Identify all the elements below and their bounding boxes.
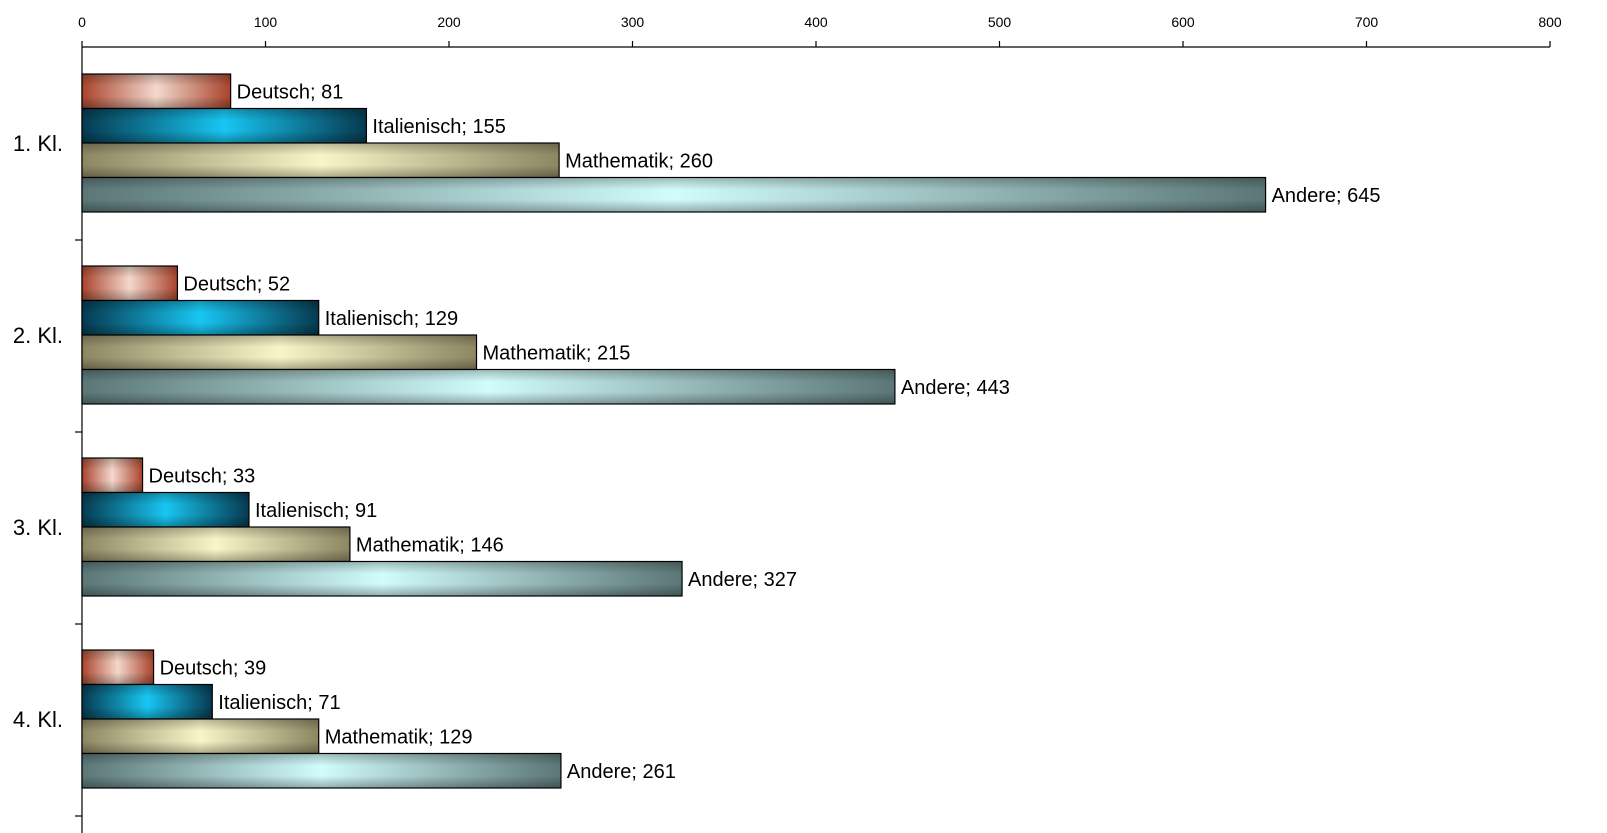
x-axis: 0 100 200 300 400 500 600 700 800 [78, 14, 1562, 48]
bar-shade [82, 753, 561, 788]
x-tick-label: 200 [437, 14, 461, 30]
data-label: Deutsch; 39 [160, 657, 267, 679]
bar-shade [82, 74, 231, 109]
bar-shade [82, 266, 178, 301]
bar-shade [82, 458, 143, 493]
data-label: Italienisch; 71 [218, 692, 340, 714]
x-tick-label: 0 [78, 14, 86, 30]
bar-shade [82, 684, 213, 719]
data-label: Italienisch; 155 [372, 116, 505, 138]
bars [81, 73, 1267, 789]
x-tick-label: 400 [804, 14, 828, 30]
data-label: Deutsch; 81 [237, 81, 344, 103]
data-label: Andere; 327 [688, 569, 797, 591]
x-tick-label: 800 [1538, 14, 1562, 30]
bar-shade [82, 527, 350, 562]
category-label: 2. Kl. [13, 323, 63, 348]
data-label: Mathematik; 129 [325, 726, 473, 748]
data-label: Mathematik; 146 [356, 534, 504, 556]
bar-shade [82, 719, 319, 754]
data-label: Andere; 261 [567, 761, 676, 783]
bar-shade [82, 561, 683, 596]
x-tick-label: 600 [1171, 14, 1195, 30]
x-tick-label: 500 [988, 14, 1012, 30]
category-axis: 1. Kl. 2. Kl. 3. Kl. 4. Kl. [13, 47, 83, 833]
data-label: Italienisch; 129 [325, 308, 458, 330]
data-label: Deutsch; 52 [183, 273, 290, 295]
data-label: Mathematik; 215 [483, 342, 631, 364]
bar-shade [82, 335, 477, 370]
bar-shade [82, 369, 895, 404]
data-label: Italienisch; 91 [255, 500, 377, 522]
category-label: 3. Kl. [13, 515, 63, 540]
data-labels: Deutsch; 81 Italienisch; 155 Mathematik; 2… [149, 81, 1381, 783]
category-label: 1. Kl. [13, 131, 63, 156]
bar-shade [82, 492, 249, 527]
data-label: Deutsch; 33 [149, 465, 256, 487]
data-label: Andere; 645 [1272, 185, 1381, 207]
x-tick-label: 100 [254, 14, 278, 30]
bar-shade [82, 650, 154, 685]
bar-shade [82, 177, 1266, 212]
x-tick-label: 700 [1355, 14, 1379, 30]
category-label: 4. Kl. [13, 707, 63, 732]
data-label: Andere; 443 [901, 377, 1010, 399]
bar-shade [82, 143, 560, 178]
x-tick-label: 300 [621, 14, 645, 30]
bar-shade [82, 108, 367, 143]
data-label: Mathematik; 260 [565, 150, 713, 172]
bar-shade [82, 300, 319, 335]
